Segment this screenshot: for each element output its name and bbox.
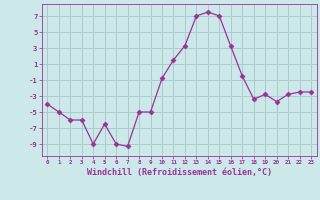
X-axis label: Windchill (Refroidissement éolien,°C): Windchill (Refroidissement éolien,°C) (87, 168, 272, 177)
